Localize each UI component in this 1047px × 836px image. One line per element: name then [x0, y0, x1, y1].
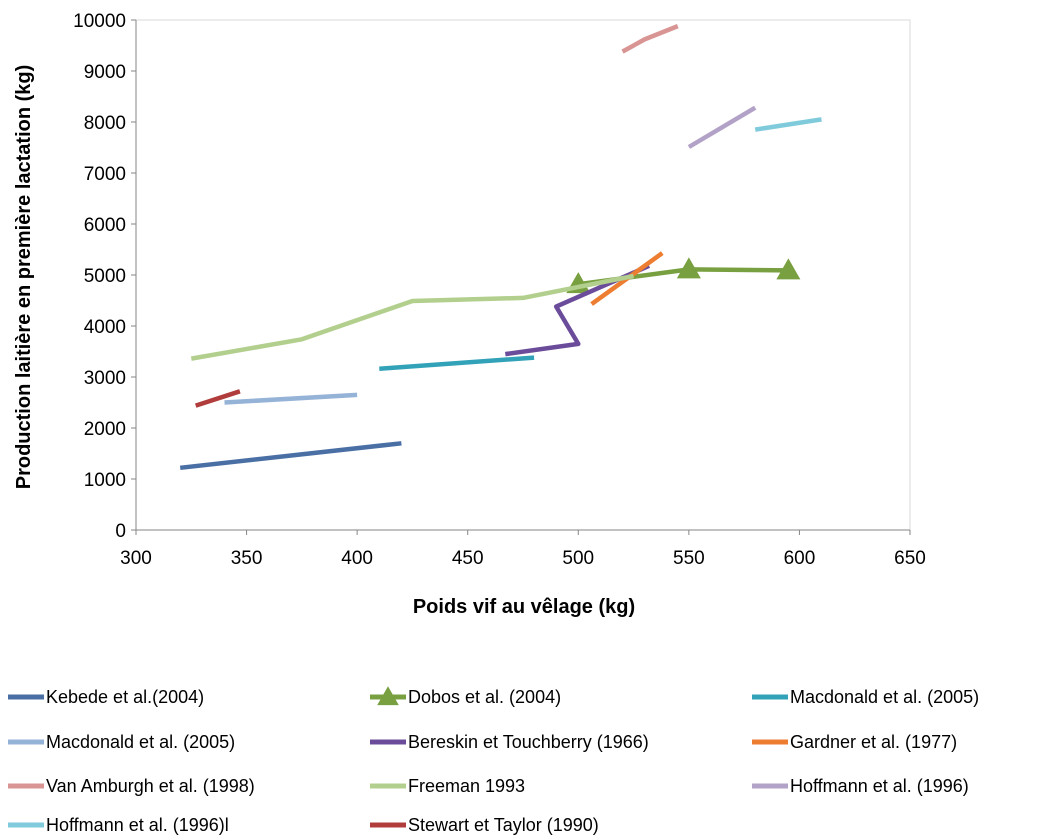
legend-item: Macdonald et al. (2005) [8, 732, 235, 752]
y-axis-title: Production laitière en première lactatio… [13, 65, 35, 490]
series-9 [754, 117, 822, 132]
legend-item: Van Amburgh et al. (1998) [8, 776, 255, 796]
legend-label: Bereskin et Touchberry (1966) [408, 732, 649, 752]
legend-label: Stewart et Taylor (1990) [408, 815, 599, 835]
series-line [504, 263, 651, 357]
series-line [621, 24, 679, 54]
x-tick-label: 450 [452, 548, 484, 569]
series-line [687, 105, 757, 149]
y-tick-label: 2000 [84, 419, 126, 440]
legend-item: Stewart et Taylor (1990) [370, 815, 599, 835]
legend-label: Macdonald et al. (2005) [790, 687, 979, 707]
legend-item: Freeman 1993 [370, 776, 525, 796]
series-line [379, 355, 535, 372]
legend-label: Hoffmann et al. (1996) [790, 776, 969, 796]
legend-label: Macdonald et al. (2005) [46, 732, 235, 752]
series-0 [179, 441, 402, 471]
legend-item: Kebede et al.(2004) [8, 687, 204, 707]
series-7 [190, 273, 635, 361]
legend-item: Hoffmann et al. (1996) [752, 776, 969, 796]
y-tick-label: 5000 [84, 266, 126, 287]
series-line [224, 392, 358, 405]
series-line [195, 389, 241, 408]
legend-label: Hoffmann et al. (1996)l [46, 815, 229, 835]
y-tick-label: 1000 [84, 470, 126, 491]
legend-label: Van Amburgh et al. (1998) [46, 776, 255, 796]
legend-item: Hoffmann et al. (1996)l [8, 815, 229, 835]
y-tick-label: 9000 [84, 62, 126, 83]
legend-item: Dobos et al. (2004) [370, 686, 561, 707]
y-tick-label: 6000 [84, 215, 126, 236]
legend-marker [377, 686, 399, 706]
series-line [179, 441, 402, 471]
data-point-marker [776, 258, 801, 280]
x-tick-label: 650 [894, 548, 926, 569]
series-8 [687, 105, 757, 149]
x-tick-label: 350 [231, 548, 263, 569]
legend-item: Bereskin et Touchberry (1966) [370, 732, 649, 752]
series-line [754, 117, 822, 132]
legend-label: Gardner et al. (1977) [790, 732, 957, 752]
y-tick-label: 8000 [84, 113, 126, 134]
y-tick-label: 3000 [84, 368, 126, 389]
legend-label: Kebede et al.(2004) [46, 687, 204, 707]
x-tick-label: 550 [673, 548, 705, 569]
series-4 [504, 263, 651, 357]
series-6 [621, 24, 679, 54]
legend-label: Dobos et al. (2004) [408, 687, 561, 707]
y-tick-label: 10000 [73, 11, 126, 32]
legend: Kebede et al.(2004) Dobos et al. (2004) Ma… [8, 686, 979, 835]
axes-layer: 0 1000 2000 3000 4000 5000 6000 7000 8000 9000 100… [73, 11, 926, 569]
series-layer [179, 24, 822, 471]
x-tick-label: 300 [120, 548, 152, 569]
x-axis-title: Poids vif au vêlage (kg) [413, 596, 635, 618]
data-point-marker [676, 257, 701, 279]
y-tick-label: 0 [115, 521, 126, 542]
legend-item: Macdonald et al. (2005) [752, 687, 979, 707]
series-10 [195, 389, 241, 408]
x-tick-label: 400 [341, 548, 373, 569]
legend-item: Gardner et al. (1977) [752, 732, 957, 752]
series-2 [379, 355, 535, 372]
x-tick-label: 500 [562, 548, 594, 569]
y-tick-label: 4000 [84, 317, 126, 338]
x-tick-label: 600 [784, 548, 816, 569]
y-tick-label: 7000 [84, 164, 126, 185]
series-3 [224, 392, 358, 405]
legend-label: Freeman 1993 [408, 776, 525, 796]
series-line [190, 273, 635, 361]
